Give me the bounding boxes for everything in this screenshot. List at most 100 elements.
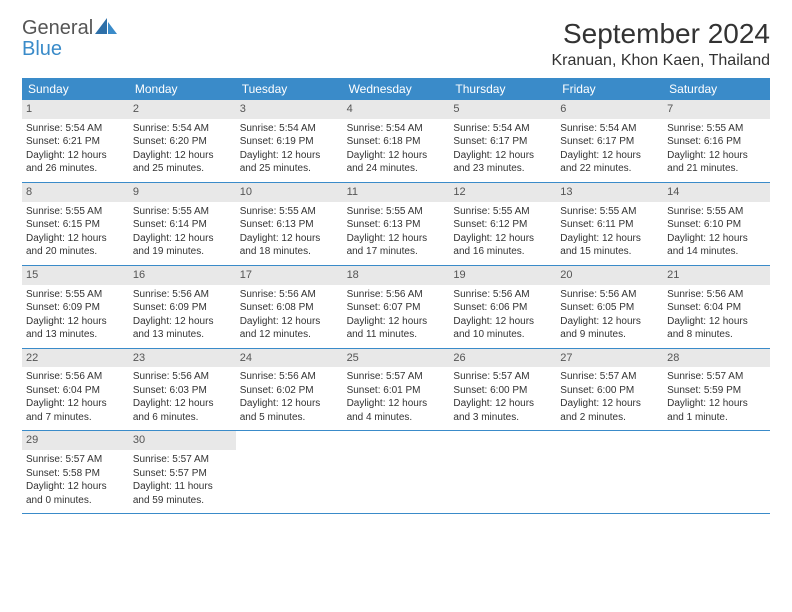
day-number: 5 bbox=[449, 100, 556, 119]
daylight-text: Daylight: 11 hours bbox=[133, 480, 232, 494]
daylight-text: Daylight: 12 hours bbox=[560, 232, 659, 246]
calendar-cell: 5Sunrise: 5:54 AMSunset: 6:17 PMDaylight… bbox=[449, 100, 556, 182]
sunrise-text: Sunrise: 5:57 AM bbox=[453, 370, 552, 384]
logo-text-1: General bbox=[22, 17, 93, 39]
sunrise-text: Sunrise: 5:54 AM bbox=[560, 122, 659, 136]
daylight-text: Daylight: 12 hours bbox=[26, 149, 125, 163]
sunset-text: Sunset: 6:12 PM bbox=[453, 218, 552, 232]
day-number: 26 bbox=[449, 349, 556, 368]
daylight-text: Daylight: 12 hours bbox=[667, 397, 766, 411]
sunrise-text: Sunrise: 5:55 AM bbox=[26, 205, 125, 219]
daylight-text: Daylight: 12 hours bbox=[240, 397, 339, 411]
sunrise-text: Sunrise: 5:56 AM bbox=[560, 288, 659, 302]
sunrise-text: Sunrise: 5:54 AM bbox=[133, 122, 232, 136]
day-number: 23 bbox=[129, 349, 236, 368]
calendar-cell: 29Sunrise: 5:57 AMSunset: 5:58 PMDayligh… bbox=[22, 431, 129, 513]
day-header-cell: Monday bbox=[129, 78, 236, 100]
sunrise-text: Sunrise: 5:55 AM bbox=[560, 205, 659, 219]
daylight-text: and 13 minutes. bbox=[26, 328, 125, 342]
daylight-text: Daylight: 12 hours bbox=[667, 315, 766, 329]
day-number: 13 bbox=[556, 183, 663, 202]
sunset-text: Sunset: 6:09 PM bbox=[26, 301, 125, 315]
sunrise-text: Sunrise: 5:57 AM bbox=[347, 370, 446, 384]
day-number: 29 bbox=[22, 431, 129, 450]
week-row: 22Sunrise: 5:56 AMSunset: 6:04 PMDayligh… bbox=[22, 349, 770, 432]
calendar-cell: 17Sunrise: 5:56 AMSunset: 6:08 PMDayligh… bbox=[236, 266, 343, 348]
sunrise-text: Sunrise: 5:57 AM bbox=[133, 453, 232, 467]
calendar: SundayMondayTuesdayWednesdayThursdayFrid… bbox=[22, 78, 770, 514]
sunset-text: Sunset: 6:15 PM bbox=[26, 218, 125, 232]
calendar-cell: 9Sunrise: 5:55 AMSunset: 6:14 PMDaylight… bbox=[129, 183, 236, 265]
sunrise-text: Sunrise: 5:54 AM bbox=[347, 122, 446, 136]
logo-text-2: Blue bbox=[22, 39, 117, 59]
sunrise-text: Sunrise: 5:55 AM bbox=[453, 205, 552, 219]
sunset-text: Sunset: 6:13 PM bbox=[240, 218, 339, 232]
day-number: 20 bbox=[556, 266, 663, 285]
day-number: 21 bbox=[663, 266, 770, 285]
daylight-text: Daylight: 12 hours bbox=[453, 149, 552, 163]
daylight-text: and 24 minutes. bbox=[347, 162, 446, 176]
day-header-cell: Wednesday bbox=[343, 78, 450, 100]
sunset-text: Sunset: 6:14 PM bbox=[133, 218, 232, 232]
sunrise-text: Sunrise: 5:57 AM bbox=[560, 370, 659, 384]
sunrise-text: Sunrise: 5:56 AM bbox=[240, 370, 339, 384]
day-number: 6 bbox=[556, 100, 663, 119]
title-block: September 2024 Kranuan, Khon Kaen, Thail… bbox=[551, 18, 770, 70]
calendar-cell: 19Sunrise: 5:56 AMSunset: 6:06 PMDayligh… bbox=[449, 266, 556, 348]
daylight-text: Daylight: 12 hours bbox=[26, 232, 125, 246]
daylight-text: and 16 minutes. bbox=[453, 245, 552, 259]
day-header-cell: Friday bbox=[556, 78, 663, 100]
logo: General Blue bbox=[22, 18, 117, 59]
day-header-cell: Saturday bbox=[663, 78, 770, 100]
daylight-text: Daylight: 12 hours bbox=[26, 397, 125, 411]
sunset-text: Sunset: 5:57 PM bbox=[133, 467, 232, 481]
sunrise-text: Sunrise: 5:56 AM bbox=[453, 288, 552, 302]
calendar-cell: 18Sunrise: 5:56 AMSunset: 6:07 PMDayligh… bbox=[343, 266, 450, 348]
sunrise-text: Sunrise: 5:55 AM bbox=[240, 205, 339, 219]
sunrise-text: Sunrise: 5:57 AM bbox=[667, 370, 766, 384]
daylight-text: and 11 minutes. bbox=[347, 328, 446, 342]
calendar-cell: 11Sunrise: 5:55 AMSunset: 6:13 PMDayligh… bbox=[343, 183, 450, 265]
sunset-text: Sunset: 6:07 PM bbox=[347, 301, 446, 315]
daylight-text: Daylight: 12 hours bbox=[133, 397, 232, 411]
sunset-text: Sunset: 6:17 PM bbox=[453, 135, 552, 149]
sunrise-text: Sunrise: 5:57 AM bbox=[26, 453, 125, 467]
calendar-cell: 16Sunrise: 5:56 AMSunset: 6:09 PMDayligh… bbox=[129, 266, 236, 348]
sunset-text: Sunset: 6:09 PM bbox=[133, 301, 232, 315]
calendar-cell: 12Sunrise: 5:55 AMSunset: 6:12 PMDayligh… bbox=[449, 183, 556, 265]
day-header-row: SundayMondayTuesdayWednesdayThursdayFrid… bbox=[22, 78, 770, 100]
day-header-cell: Sunday bbox=[22, 78, 129, 100]
daylight-text: and 6 minutes. bbox=[133, 411, 232, 425]
sunset-text: Sunset: 6:16 PM bbox=[667, 135, 766, 149]
sunset-text: Sunset: 6:08 PM bbox=[240, 301, 339, 315]
daylight-text: and 17 minutes. bbox=[347, 245, 446, 259]
day-number: 4 bbox=[343, 100, 450, 119]
day-number: 17 bbox=[236, 266, 343, 285]
day-number: 30 bbox=[129, 431, 236, 450]
day-number: 11 bbox=[343, 183, 450, 202]
daylight-text: and 5 minutes. bbox=[240, 411, 339, 425]
sunset-text: Sunset: 6:18 PM bbox=[347, 135, 446, 149]
daylight-text: Daylight: 12 hours bbox=[26, 480, 125, 494]
daylight-text: and 1 minute. bbox=[667, 411, 766, 425]
daylight-text: Daylight: 12 hours bbox=[560, 315, 659, 329]
calendar-cell: 6Sunrise: 5:54 AMSunset: 6:17 PMDaylight… bbox=[556, 100, 663, 182]
day-header-cell: Tuesday bbox=[236, 78, 343, 100]
day-number: 14 bbox=[663, 183, 770, 202]
day-number: 2 bbox=[129, 100, 236, 119]
calendar-cell: 14Sunrise: 5:55 AMSunset: 6:10 PMDayligh… bbox=[663, 183, 770, 265]
day-number: 16 bbox=[129, 266, 236, 285]
sunrise-text: Sunrise: 5:55 AM bbox=[347, 205, 446, 219]
daylight-text: Daylight: 12 hours bbox=[667, 232, 766, 246]
daylight-text: Daylight: 12 hours bbox=[133, 232, 232, 246]
daylight-text: Daylight: 12 hours bbox=[453, 397, 552, 411]
daylight-text: and 7 minutes. bbox=[26, 411, 125, 425]
month-title: September 2024 bbox=[551, 18, 770, 50]
daylight-text: and 14 minutes. bbox=[667, 245, 766, 259]
daylight-text: Daylight: 12 hours bbox=[347, 315, 446, 329]
day-number: 25 bbox=[343, 349, 450, 368]
daylight-text: Daylight: 12 hours bbox=[560, 149, 659, 163]
day-header-cell: Thursday bbox=[449, 78, 556, 100]
calendar-cell: 21Sunrise: 5:56 AMSunset: 6:04 PMDayligh… bbox=[663, 266, 770, 348]
calendar-cell: 15Sunrise: 5:55 AMSunset: 6:09 PMDayligh… bbox=[22, 266, 129, 348]
